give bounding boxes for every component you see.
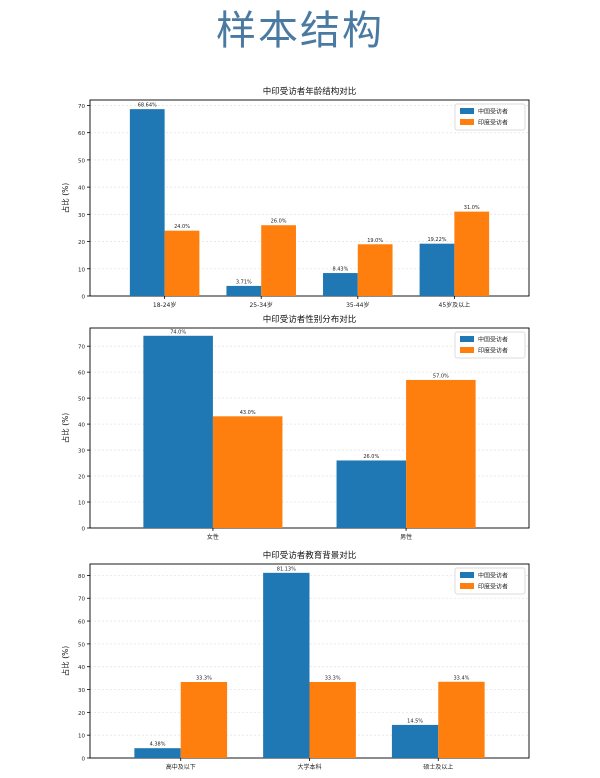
data-label: 33.3% (325, 675, 341, 681)
plot-frame (89, 327, 530, 529)
data-label: 33.4% (454, 675, 470, 681)
data-label: 31.0% (464, 205, 480, 211)
data-label: 33.3% (196, 675, 212, 681)
data-label: 81.13% (277, 566, 296, 572)
x-tick-label: 硕士及以上 (423, 763, 453, 771)
y-tick-label: 0 (82, 295, 86, 301)
y-tick-label: 50 (78, 642, 85, 648)
chart-title: 中印受访者年龄结构对比 (263, 86, 357, 97)
bar-india (164, 230, 200, 296)
legend-label: 印度受访者 (478, 583, 508, 591)
bar-india (309, 681, 356, 758)
data-label: 19.22% (427, 237, 446, 243)
x-tick-label: 男性 (400, 533, 412, 541)
charts-area: 0 10 20 30 40 50 60 70 中印受访者年龄结构对比占比 (%) 18-24岁 68… (0, 74, 600, 778)
bar-india (180, 681, 228, 758)
legend-label: 中国受访者 (478, 572, 508, 580)
y-tick-label: 20 (78, 475, 85, 481)
y-tick-label: 40 (78, 665, 85, 671)
data-label: 24.0% (174, 224, 190, 230)
y-tick-label: 40 (78, 186, 85, 192)
legend-swatch-china (460, 336, 474, 342)
x-tick-label: 35-44岁 (346, 301, 369, 309)
y-tick-label: 30 (78, 213, 85, 219)
x-tick-label: 高中及以下 (166, 763, 196, 771)
bar-china (419, 243, 455, 296)
data-label: 43.0% (240, 410, 256, 416)
bar-china (391, 724, 439, 758)
y-tick-label: 60 (78, 620, 85, 626)
data-label: 19.0% (367, 238, 383, 244)
y-tick-label: 60 (78, 131, 85, 137)
bar-india (438, 681, 485, 758)
y-tick-label: 10 (78, 501, 85, 507)
bar-india (212, 416, 283, 528)
x-tick-label: 大学本科 (297, 763, 321, 771)
legend-label: 中国受访者 (478, 108, 508, 116)
y-tick-label: 20 (78, 711, 85, 717)
y-axis-label: 占比 (%) (60, 183, 70, 213)
y-tick-label: 30 (78, 449, 85, 455)
bar-india (261, 225, 296, 296)
y-axis-label: 占比 (%) (60, 413, 70, 443)
x-tick-label: 女性 (207, 533, 219, 541)
legend-label: 印度受访者 (478, 119, 508, 127)
page-title: 样本结构 (216, 8, 384, 54)
data-label: 57.0% (433, 373, 449, 379)
y-tick-label: 80 (78, 574, 85, 580)
y-tick-label: 0 (82, 757, 86, 763)
bar-india (357, 244, 393, 296)
bar-china (263, 572, 310, 758)
data-label: 68.64% (138, 103, 157, 109)
y-tick-label: 10 (78, 267, 85, 273)
y-tick-label: 10 (78, 734, 85, 740)
legend-swatch-china (460, 108, 474, 114)
bar-china (134, 748, 181, 758)
chart-title: 中印受访者教育背景对比 (263, 550, 357, 561)
bar-china (336, 460, 407, 528)
data-label: 26.0% (271, 219, 287, 225)
x-tick-label: 25-34岁 (249, 301, 272, 309)
data-label: 74.0% (170, 329, 186, 335)
y-tick-label: 20 (78, 240, 85, 246)
bar-india (406, 379, 476, 528)
legend-swatch-china (460, 572, 474, 578)
y-tick-label: 70 (78, 597, 85, 603)
y-tick-label: 60 (78, 371, 85, 377)
y-tick-label: 70 (78, 104, 85, 110)
bar-china (129, 109, 165, 296)
x-tick-label: 45岁及以上 (439, 301, 471, 309)
x-tick-label: 18-24岁 (153, 301, 176, 309)
plot-frame (89, 99, 530, 297)
legend-swatch-india (460, 583, 474, 589)
y-tick-label: 40 (78, 423, 85, 429)
bar-china (226, 285, 262, 296)
data-label: 26.0% (363, 454, 379, 460)
legend-label: 中国受访者 (478, 336, 508, 344)
bar-india (454, 211, 490, 296)
legend-swatch-india (460, 119, 474, 125)
legend-label: 印度受访者 (478, 347, 508, 355)
bar-china (143, 335, 213, 528)
y-axis-label: 占比 (%) (60, 646, 70, 676)
chart-title: 中印受访者性别分布对比 (263, 314, 357, 325)
y-tick-label: 0 (82, 527, 86, 533)
bar-china (323, 273, 358, 296)
y-tick-label: 50 (78, 158, 85, 164)
data-label: 4.38% (150, 742, 166, 748)
y-tick-label: 70 (78, 345, 85, 351)
data-label: 3.71% (236, 279, 252, 285)
legend-swatch-india (460, 347, 474, 353)
data-label: 8.43% (332, 267, 348, 273)
y-tick-label: 50 (78, 397, 85, 403)
data-label: 14.5% (407, 718, 423, 724)
y-tick-label: 30 (78, 688, 85, 694)
